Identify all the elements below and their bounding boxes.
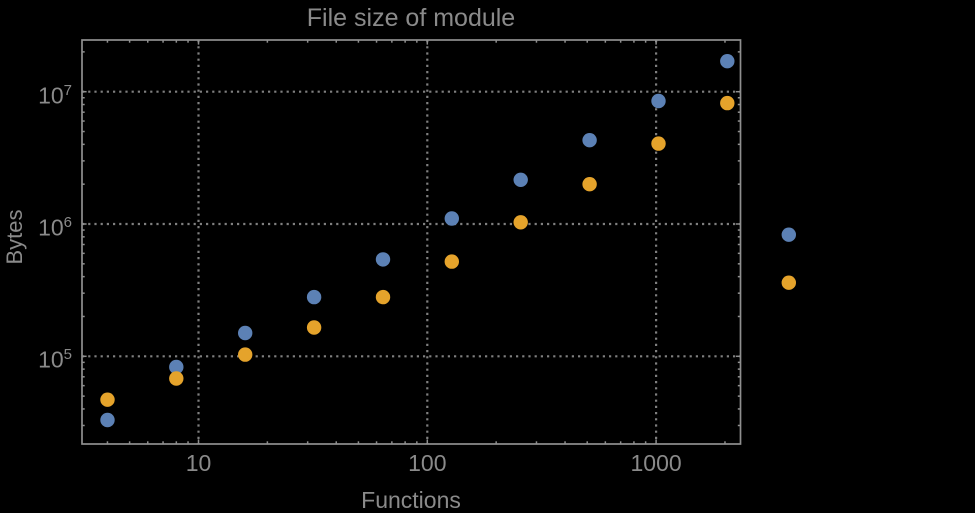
x-tick-label-100: 100 xyxy=(408,450,447,476)
data-point-blue-x64 xyxy=(375,252,391,267)
data-point-blue-x128 xyxy=(444,211,459,226)
data-point-orange-x64 xyxy=(375,289,391,305)
data-point-orange-x128 xyxy=(444,254,459,269)
data-point-blue-x512 xyxy=(582,133,597,148)
y-tick-label-10^6: 106 xyxy=(38,214,72,241)
y-tick-label-10^7: 107 xyxy=(38,81,72,109)
data-point-blue-x2048 xyxy=(720,54,735,69)
data-point-blue-x8 xyxy=(169,359,184,375)
data-point-blue-x256 xyxy=(513,172,528,187)
data-point-blue-x3800 xyxy=(781,227,796,242)
data-point-orange-x2048 xyxy=(720,95,735,111)
data-point-blue-x32 xyxy=(306,289,322,305)
data-point-orange-x4 xyxy=(100,392,115,407)
x-tick-label-1000: 1000 xyxy=(630,450,682,476)
data-point-orange-x256 xyxy=(513,215,528,230)
data-point-blue-x16 xyxy=(238,325,253,341)
chart-title: File size of module xyxy=(306,4,516,32)
plot-frame xyxy=(81,39,742,445)
data-point-orange-x3800 xyxy=(781,275,796,290)
x-axis-label: Functions xyxy=(361,487,461,513)
data-point-orange-x16 xyxy=(238,347,253,362)
data-point-blue-x4 xyxy=(100,412,115,428)
x-tick-label-10: 10 xyxy=(185,450,212,476)
data-point-orange-x1024 xyxy=(651,136,666,151)
data-point-orange-x8 xyxy=(169,371,184,386)
y-tick-label-10^5: 105 xyxy=(38,346,72,373)
data-point-orange-x512 xyxy=(582,177,597,192)
data-point-blue-x1024 xyxy=(651,93,666,109)
data-point-orange-x32 xyxy=(306,320,322,335)
